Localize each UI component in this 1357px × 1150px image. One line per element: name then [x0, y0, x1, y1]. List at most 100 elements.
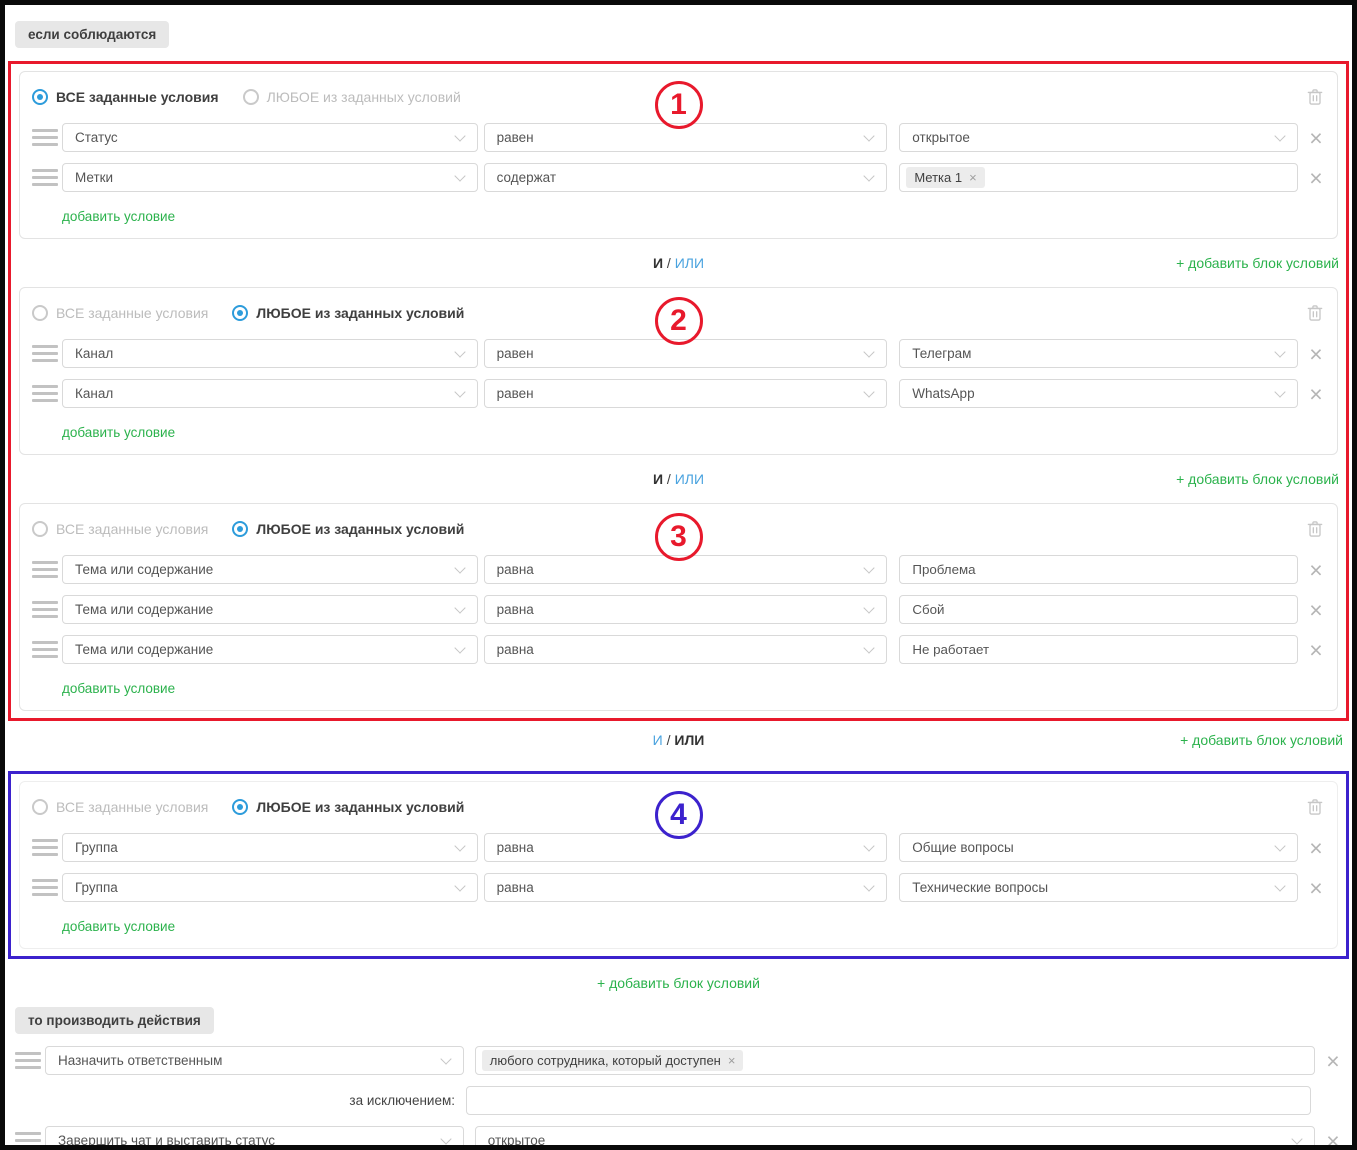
action-type-select[interactable]: Завершить чат и выставить статус: [45, 1126, 464, 1145]
drag-handle-icon[interactable]: [15, 1132, 41, 1145]
condition-value: Телеграм: [912, 346, 972, 361]
drag-handle-icon[interactable]: [32, 601, 58, 618]
drag-handle-icon[interactable]: [32, 839, 58, 856]
condition-operator-select[interactable]: равна: [483, 873, 888, 902]
and-or-toggle: И / ИЛИ: [652, 731, 705, 748]
condition-operator-value: равен: [496, 346, 534, 361]
remove-condition-button[interactable]: [1307, 560, 1325, 580]
condition-value-select[interactable]: WhatsApp: [899, 379, 1299, 408]
block-4-header: ВСЕ заданные условия ЛЮБОЕ из заданных у…: [32, 791, 1325, 839]
remove-condition-button[interactable]: [1307, 384, 1325, 404]
remove-action-button[interactable]: [1324, 1051, 1342, 1071]
exception-input[interactable]: [466, 1086, 1311, 1115]
or-link[interactable]: ИЛИ: [674, 471, 705, 487]
add-condition-link[interactable]: добавить условие: [62, 681, 176, 696]
block-3-header: ВСЕ заданные условия ЛЮБОЕ из заданных у…: [32, 513, 1325, 561]
action-row: Назначить ответственным любого сотрудник…: [15, 1046, 1342, 1075]
drag-handle-icon[interactable]: [15, 1052, 41, 1069]
add-condition-block-link[interactable]: + добавить блок условий: [597, 975, 760, 991]
action-type-select[interactable]: Назначить ответственным: [45, 1046, 464, 1075]
radio-all-conditions[interactable]: ВСЕ заданные условия: [32, 89, 219, 105]
add-condition-link[interactable]: добавить условие: [62, 209, 176, 224]
exception-label: за исключением:: [349, 1093, 455, 1108]
radio-any-conditions[interactable]: ЛЮБОЕ из заданных условий: [232, 521, 464, 537]
remove-condition-button[interactable]: [1307, 838, 1325, 858]
chevron-down-icon: [453, 601, 466, 614]
condition-field-select[interactable]: Тема или содержание: [62, 595, 478, 624]
drag-handle-icon[interactable]: [32, 641, 58, 658]
remove-action-button[interactable]: [1324, 1131, 1342, 1146]
condition-value-input[interactable]: [899, 635, 1298, 664]
condition-value-input[interactable]: [899, 595, 1298, 624]
add-condition-block-link[interactable]: + добавить блок условий: [1180, 731, 1343, 748]
remove-condition-button[interactable]: [1307, 344, 1325, 364]
radio-label: ЛЮБОЕ из заданных условий: [256, 521, 465, 537]
condition-field-select[interactable]: Статус: [62, 123, 478, 152]
add-condition-link[interactable]: добавить условие: [62, 919, 176, 934]
remove-condition-button[interactable]: [1307, 878, 1325, 898]
condition-field-value: Тема или содержание: [75, 642, 214, 657]
condition-operator-select[interactable]: равен: [483, 379, 888, 408]
condition-operator-select[interactable]: равна: [483, 635, 888, 664]
annotation-rect-red: ВСЕ заданные условия ЛЮБОЕ из заданных у…: [8, 61, 1349, 721]
radio-all-conditions[interactable]: ВСЕ заданные условия: [32, 305, 208, 321]
radio-all-conditions[interactable]: ВСЕ заданные условия: [32, 799, 208, 815]
chevron-down-icon: [863, 641, 876, 654]
remove-tag-icon[interactable]: [969, 171, 977, 184]
add-block-row: + добавить блок условий: [5, 975, 1352, 991]
add-condition-link[interactable]: добавить условие: [62, 425, 176, 440]
trash-icon[interactable]: [1305, 302, 1325, 324]
group-separator: И / ИЛИ + добавить блок условий: [15, 721, 1343, 758]
drag-handle-icon[interactable]: [32, 169, 58, 186]
condition-field-select[interactable]: Группа: [62, 833, 478, 862]
condition-field-select[interactable]: Тема или содержание: [62, 635, 478, 664]
condition-field-select[interactable]: Группа: [62, 873, 478, 902]
trash-icon[interactable]: [1305, 518, 1325, 540]
condition-field-select[interactable]: Канал: [62, 339, 478, 368]
block-separator: И / ИЛИ + добавить блок условий: [19, 455, 1339, 503]
condition-operator-value: равен: [496, 130, 534, 145]
radio-selected-icon: [232, 799, 249, 815]
trash-icon[interactable]: [1305, 796, 1325, 818]
or-link[interactable]: ИЛИ: [674, 255, 705, 271]
action-value-tags-field[interactable]: любого сотрудника, который доступен: [474, 1046, 1315, 1075]
drag-handle-icon[interactable]: [32, 561, 58, 578]
remove-condition-button[interactable]: [1307, 128, 1325, 148]
drag-handle-icon[interactable]: [32, 129, 58, 146]
drag-handle-icon[interactable]: [32, 385, 58, 402]
condition-operator-value: равна: [496, 602, 534, 617]
condition-value-select[interactable]: Технические вопросы: [899, 873, 1299, 902]
condition-row: Метки содержат Метка 1: [32, 163, 1325, 192]
condition-field-select[interactable]: Метки: [62, 163, 478, 192]
condition-value-select[interactable]: Общие вопросы: [899, 833, 1299, 862]
trash-icon[interactable]: [1305, 86, 1325, 108]
condition-value-input[interactable]: [899, 555, 1298, 584]
action-value-select[interactable]: открытое: [474, 1126, 1315, 1145]
remove-condition-button[interactable]: [1307, 600, 1325, 620]
and-or-toggle: И / ИЛИ: [652, 255, 705, 271]
radio-any-conditions[interactable]: ЛЮБОЕ из заданных условий: [232, 305, 464, 321]
drag-handle-icon[interactable]: [32, 879, 58, 896]
remove-condition-button[interactable]: [1307, 168, 1325, 188]
drag-handle-icon[interactable]: [32, 345, 58, 362]
add-condition-block-link[interactable]: + добавить блок условий: [1176, 255, 1339, 271]
add-condition-block-link[interactable]: + добавить блок условий: [1176, 471, 1339, 487]
action-row: Завершить чат и выставить статус открыто…: [15, 1126, 1342, 1146]
condition-value: WhatsApp: [912, 386, 975, 401]
remove-tag-icon[interactable]: [728, 1054, 736, 1067]
condition-field-select[interactable]: Канал: [62, 379, 478, 408]
remove-condition-button[interactable]: [1307, 640, 1325, 660]
radio-any-conditions[interactable]: ЛЮБОЕ из заданных условий: [242, 89, 461, 105]
and-link[interactable]: И: [652, 731, 663, 748]
condition-value-select[interactable]: Телеграм: [899, 339, 1299, 368]
annotation-circle-3: 3: [654, 513, 703, 561]
condition-value-tags-field[interactable]: Метка 1: [899, 163, 1298, 192]
radio-any-conditions[interactable]: ЛЮБОЕ из заданных условий: [232, 799, 464, 815]
and-selected: И: [652, 471, 664, 487]
radio-all-conditions[interactable]: ВСЕ заданные условия: [32, 521, 208, 537]
condition-value-select[interactable]: открытое: [899, 123, 1299, 152]
condition-operator-select[interactable]: равна: [483, 595, 888, 624]
condition-operator-select[interactable]: содержат: [483, 163, 888, 192]
condition-field-value: Канал: [75, 346, 114, 361]
condition-field-select[interactable]: Тема или содержание: [62, 555, 478, 584]
